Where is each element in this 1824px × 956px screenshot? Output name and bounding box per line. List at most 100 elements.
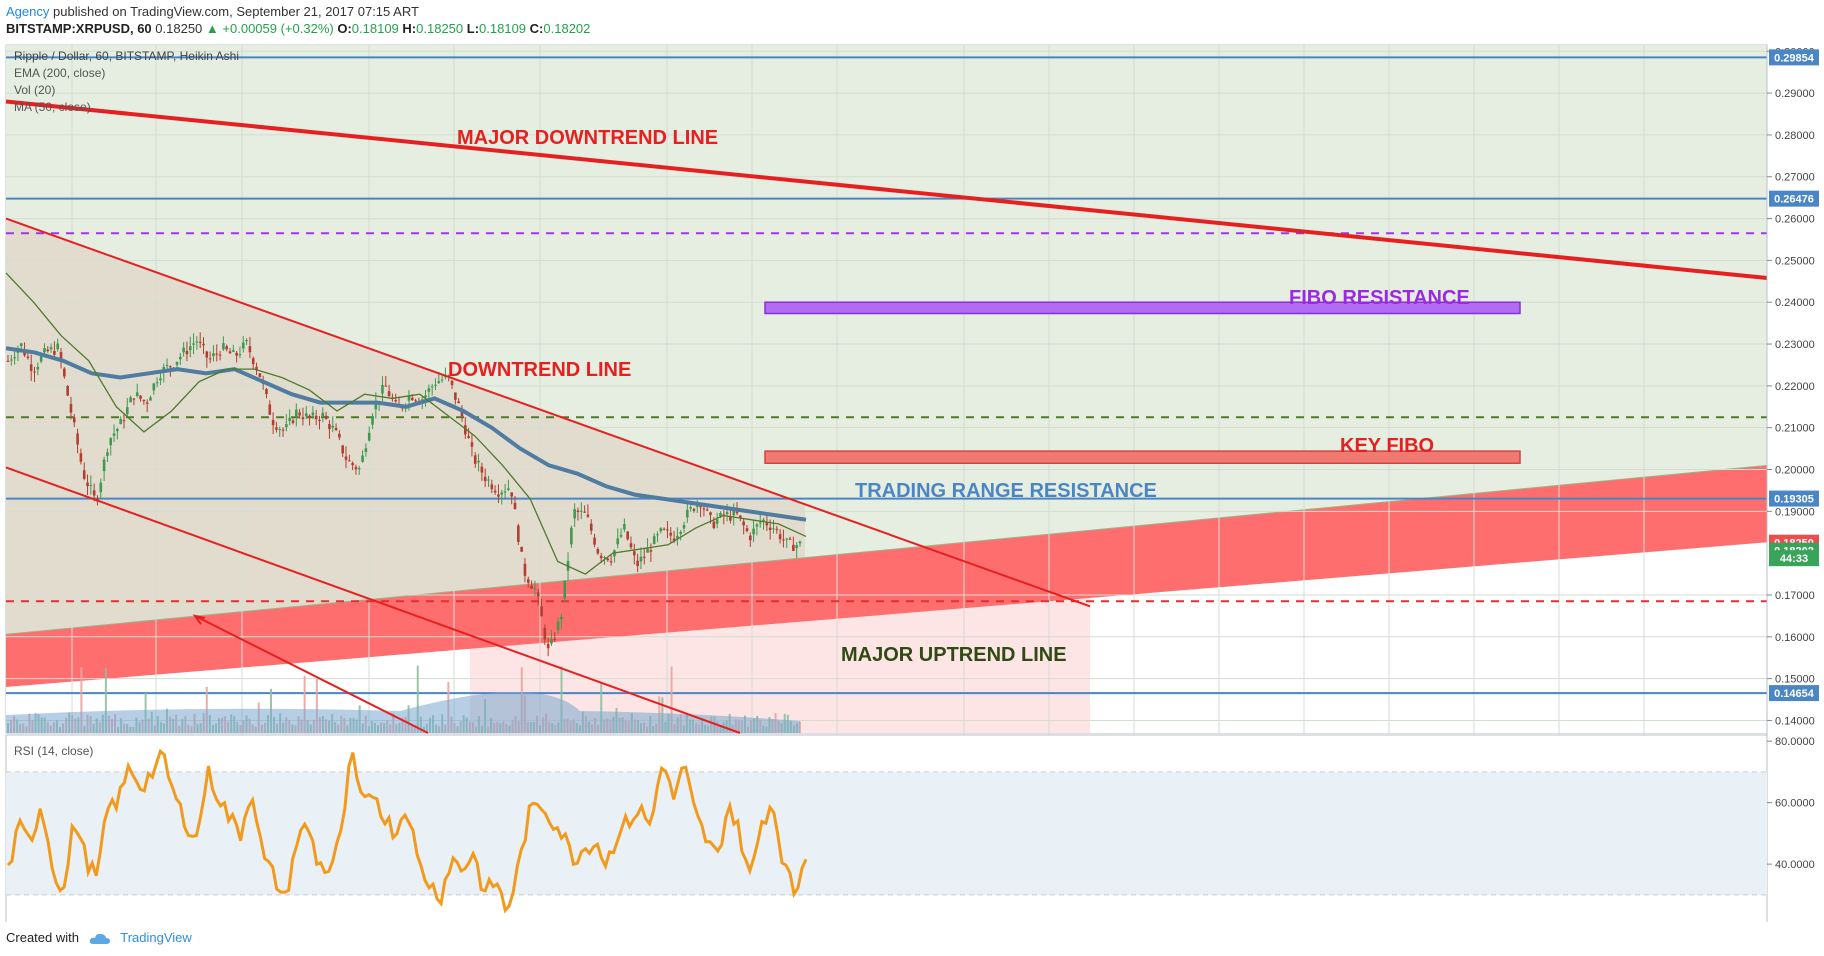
rsi-tick-label: 40.0000 (1775, 859, 1815, 871)
candle-body (72, 417, 76, 423)
candle-body (483, 476, 487, 482)
candle-body (321, 412, 325, 417)
candle-body (702, 508, 706, 510)
candle-body (291, 420, 295, 424)
candle-body (636, 560, 639, 567)
candle-body (646, 548, 649, 553)
candle-body (583, 511, 586, 513)
price-mark-box (1769, 685, 1819, 702)
candle-body (639, 556, 643, 562)
rsi-band (6, 771, 1767, 895)
candle-body (725, 512, 729, 515)
candle-body (424, 395, 427, 398)
candle-body (298, 412, 301, 416)
candle-body (142, 399, 146, 402)
candle-body (205, 351, 209, 358)
price-tick-label: 0.21000 (1775, 423, 1815, 435)
candle-body (487, 479, 490, 481)
trading-range-resistance-label: TRADING RANGE RESISTANCE (855, 480, 1157, 502)
candle-body (530, 585, 533, 589)
candle-body (752, 528, 755, 535)
candle-body (739, 515, 742, 518)
volume-bar (80, 667, 83, 733)
candle-body (742, 521, 745, 526)
candle-body (225, 346, 229, 350)
candle-body (295, 409, 298, 417)
candle-body (533, 588, 537, 590)
candle-body (586, 514, 590, 517)
candle-body (175, 361, 179, 365)
candle-body (331, 425, 335, 428)
volume-bar (670, 666, 673, 733)
candle-body (464, 425, 467, 435)
candle-body (364, 448, 368, 452)
chart-canvas[interactable]: Ripple / Dollar, 60, BITSTAMP, Heikin As… (0, 42, 1824, 922)
candle-body (338, 433, 341, 438)
major-uptrend-label: MAJOR UPTREND LINE (841, 644, 1067, 666)
candle-body (434, 384, 437, 386)
candle-body (19, 343, 23, 347)
candle-body (10, 359, 13, 361)
candle-body (371, 416, 374, 425)
candle-body (616, 538, 620, 545)
candle-body (729, 516, 732, 521)
candle-body (192, 343, 195, 345)
candle-body (145, 402, 149, 404)
candle-body (6, 360, 10, 362)
candle-body (762, 519, 765, 522)
candle-body (454, 392, 457, 400)
tradingview-brand[interactable]: TradingView (120, 930, 192, 945)
candle-body (248, 346, 252, 353)
rsi-legend: RSI (14, close) (14, 744, 93, 758)
candle-body (208, 358, 212, 360)
candle-body (202, 343, 205, 346)
candle-body (324, 415, 328, 419)
horizontal-levels (6, 56, 1767, 695)
candle-body (135, 392, 139, 397)
candle-body (109, 438, 113, 446)
fibo-zone (764, 301, 1521, 315)
legend-title: Ripple / Dollar, 60, BITSTAMP, Heikin As… (14, 49, 239, 63)
candle-body (633, 551, 636, 556)
candle-body (414, 400, 417, 402)
author-link[interactable]: Agency (6, 4, 50, 19)
candle-body (13, 357, 16, 359)
candle-body (169, 366, 172, 368)
downtrend-channel-fill (6, 218, 805, 635)
candle-body (258, 373, 262, 377)
candle-body (500, 492, 504, 495)
major-downtrend-line[interactable] (5, 99, 1768, 280)
candle-body (712, 521, 716, 529)
major-uptrend-band (6, 465, 1767, 687)
candle-body (517, 525, 520, 542)
price-tick-label: 0.27000 (1775, 172, 1815, 184)
symbol-line: BITSTAMP:XRPUSD, 60 0.18250 ▲ +0.00059 (… (6, 21, 590, 36)
candle-body (758, 522, 762, 524)
candle-body (241, 342, 245, 349)
candle-body (765, 522, 769, 526)
candle-body (122, 420, 126, 422)
candle-body (116, 428, 119, 432)
candle-body (473, 455, 477, 464)
price-mark-box (1769, 550, 1819, 567)
candle-body (579, 510, 583, 512)
price-tick-label: 0.20000 (1775, 465, 1815, 477)
candle-body (603, 557, 606, 559)
candle-body (82, 470, 86, 479)
price-scale[interactable]: 0.300000.290000.280000.270000.260000.250… (1766, 45, 1815, 922)
candle-body (480, 466, 484, 473)
candle-body (510, 492, 513, 497)
volume-bars (6, 665, 801, 733)
candle-body (457, 401, 460, 404)
candle-body (165, 365, 169, 367)
volume-bar (416, 665, 419, 733)
symbol-name: BITSTAMP:XRPUSD, 60 (6, 21, 152, 36)
candle-body (281, 429, 285, 431)
low-value: 0.18109 (479, 21, 527, 36)
rsi-tick-label: 80.0000 (1775, 736, 1815, 748)
candle-body (129, 397, 132, 403)
rsi-line (6, 748, 808, 914)
candle-body (99, 482, 103, 493)
candle-body (152, 383, 156, 391)
candle-body (308, 415, 311, 419)
